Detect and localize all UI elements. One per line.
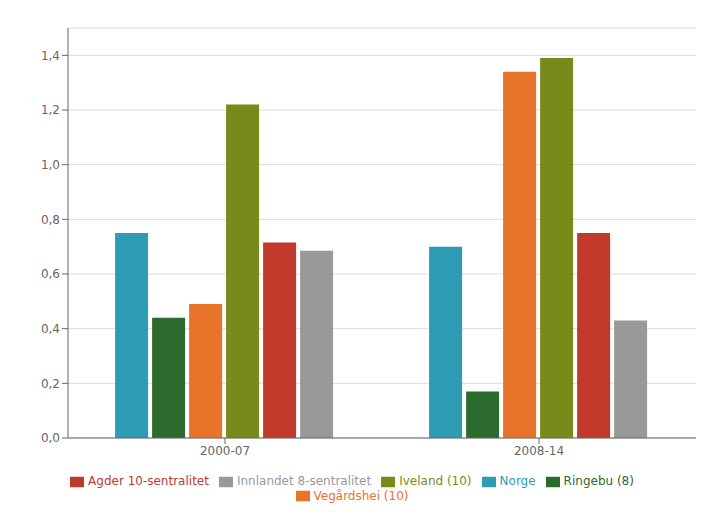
- svg-text:1,2: 1,2: [41, 103, 60, 117]
- html-text:Vegårdshei (10): Vegårdshei (10): [313, 488, 409, 503]
- svg-text:0,0: 0,0: [41, 431, 60, 445]
- svg-text:0,8: 0,8: [41, 213, 60, 227]
- svg-text:1,0: 1,0: [41, 158, 60, 172]
- svg-text:1,4: 1,4: [41, 49, 60, 63]
- svg-text:0,2: 0,2: [41, 377, 60, 391]
- svg-text:0,4: 0,4: [41, 322, 60, 336]
- svg-text:0,6: 0,6: [41, 267, 60, 281]
- svg-text:2000-07: 2000-07: [200, 444, 250, 458]
- html-text:Ringebu (8): Ringebu (8): [563, 474, 634, 488]
- html-text:Norge: Norge: [499, 474, 536, 488]
- svg-text:2008-14: 2008-14: [514, 444, 564, 458]
- html-text:Agder 10-sentralitet: Agder 10-sentralitet: [88, 474, 209, 488]
- html-text:Iveland (10): Iveland (10): [399, 474, 472, 488]
- html-text:Innlandet 8-sentralitet: Innlandet 8-sentralitet: [236, 474, 372, 488]
